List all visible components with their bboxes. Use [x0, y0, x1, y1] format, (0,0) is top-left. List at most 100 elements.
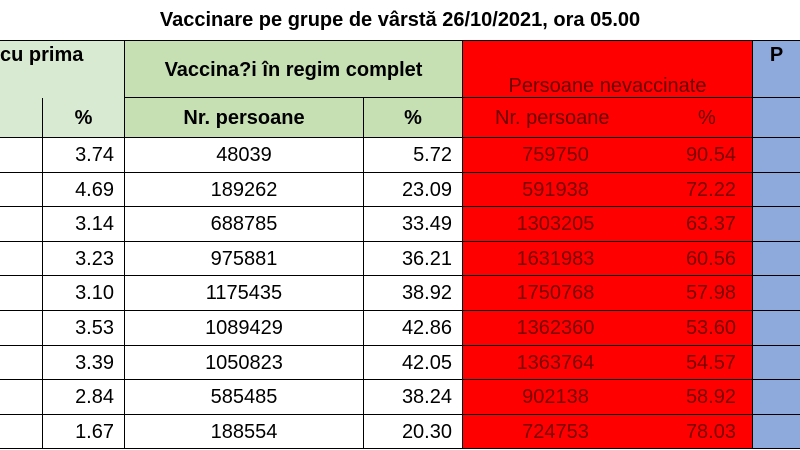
complete-group-label: Vaccina?i în regim complet — [164, 59, 423, 81]
right-group-cell — [753, 380, 800, 415]
complete-pct-header: % — [364, 98, 463, 138]
complete-pct-cell-value: 36.21 — [401, 247, 452, 270]
complete-nr-cell-value: 188554 — [210, 420, 278, 443]
complete-nr-cell: 1175435 — [125, 276, 364, 311]
unvaccinated-pct-value: 54.57 — [685, 351, 736, 374]
complete-nr-cell: 48039 — [125, 138, 364, 173]
unvaccinated-cell: 759750 90.54 — [463, 138, 753, 173]
first-dose-pct-cell-value: 3.14 — [75, 213, 114, 236]
table-title: Vaccinare pe grupe de vârstă 26/10/2021,… — [0, 0, 800, 40]
unvaccinated-cell: 724753 78.03 — [463, 414, 753, 450]
right-group-cell — [753, 207, 800, 242]
first-dose-blank-cell — [0, 311, 43, 346]
unvaccinated-pct-value: 90.54 — [685, 144, 736, 166]
complete-pct-cell: 36.21 — [364, 241, 463, 277]
first-dose-pct-cell: 3.74 — [43, 138, 125, 173]
first-dose-blank-cell — [0, 345, 43, 381]
unvaccinated-nr-value: 724753 — [522, 420, 589, 443]
first-dose-pct-cell: 3.39 — [43, 345, 125, 381]
first-dose-pct-cell: 2.84 — [43, 380, 125, 415]
unvaccinated-pct-value: 60.56 — [685, 247, 736, 270]
right-group-header: P — [753, 40, 800, 98]
right-group-subheader — [753, 98, 800, 138]
complete-pct-cell-value: 42.05 — [401, 351, 452, 374]
complete-nr-cell: 1050823 — [125, 345, 364, 381]
first-dose-pct-cell-value: 3.74 — [75, 144, 114, 166]
complete-nr-cell-value: 585485 — [210, 386, 278, 409]
complete-nr-cell-value: 189262 — [210, 178, 278, 201]
first-dose-pct-cell: 3.23 — [43, 241, 125, 277]
right-group-cell — [753, 276, 800, 311]
first-dose-pct-cell-value: 3.53 — [75, 317, 114, 339]
unvaccinated-pct-value: 53.60 — [685, 317, 736, 339]
first-dose-pct-cell: 3.14 — [43, 207, 125, 242]
unvaccinated-nr-value: 759750 — [522, 144, 589, 166]
complete-nr-cell-value: 1050823 — [205, 351, 283, 374]
right-group-cell — [753, 241, 800, 277]
complete-pct-cell-value: 33.49 — [401, 213, 452, 236]
unvaccinated-nr-value: 902138 — [522, 386, 589, 409]
unvaccinated-cell: 1363764 54.57 — [463, 345, 753, 381]
complete-pct-cell: 23.09 — [364, 172, 463, 208]
complete-nr-cell: 585485 — [125, 380, 364, 415]
complete-pct-cell-value: 38.92 — [401, 282, 452, 305]
complete-nr-cell-value: 1175435 — [205, 282, 283, 305]
unvaccinated-nr-value: 1363764 — [516, 351, 595, 374]
first-dose-pct-cell-value: 2.84 — [75, 386, 114, 409]
complete-pct-cell-value: 38.24 — [401, 386, 452, 409]
first-dose-blank-cell — [0, 241, 43, 277]
first-dose-pct-cell: 1.67 — [43, 414, 125, 450]
complete-nr-cell: 975881 — [125, 241, 364, 277]
unvaccinated-cell: 1631983 60.56 — [463, 241, 753, 277]
first-dose-blank-cell — [0, 276, 43, 311]
first-dose-pct-cell: 3.10 — [43, 276, 125, 311]
complete-pct-cell: 5.72 — [364, 138, 463, 173]
complete-pct-cell-value: 23.09 — [401, 178, 452, 201]
complete-nr-cell: 1089429 — [125, 311, 364, 346]
unvaccinated-group-header: Persoane nevaccinate — [463, 40, 753, 98]
first-dose-pct-cell-value: 4.69 — [75, 178, 114, 201]
first-dose-blank-cell — [0, 380, 43, 415]
unvaccinated-pct-value: 63.37 — [685, 213, 736, 236]
unvaccinated-nr-value: 1303205 — [516, 213, 595, 236]
complete-nr-cell: 189262 — [125, 172, 364, 208]
complete-nr-cell: 688785 — [125, 207, 364, 242]
complete-pct-cell-value: 42.86 — [401, 317, 452, 339]
first-dose-pct-cell: 3.53 — [43, 311, 125, 346]
complete-pct-cell-value: 5.72 — [413, 144, 452, 166]
unvaccinated-nr-header: Nr. persoane — [495, 107, 610, 129]
unvaccinated-cell: 1750768 57.98 — [463, 276, 753, 311]
unvaccinated-nr-value: 1362360 — [516, 317, 595, 339]
first-dose-pct-cell-value: 3.23 — [75, 247, 114, 270]
complete-nr-header: Nr. persoane — [125, 98, 364, 138]
unvaccinated-pct-value: 57.98 — [685, 282, 736, 305]
unvaccinated-cell: 902138 58.92 — [463, 380, 753, 415]
unvaccinated-header-row2: Nr. persoane % — [463, 98, 753, 138]
complete-nr-cell-value: 48039 — [216, 144, 272, 166]
first-dose-blank-cell — [0, 172, 43, 208]
unvaccinated-cell: 1362360 53.60 — [463, 311, 753, 346]
first-dose-pct-cell: 4.69 — [43, 172, 125, 208]
unvaccinated-nr-value: 591938 — [522, 178, 589, 201]
right-group-cell — [753, 138, 800, 173]
first-dose-group-header: cu prima — [0, 40, 125, 106]
complete-pct-cell: 38.92 — [364, 276, 463, 311]
right-group-cell — [753, 345, 800, 381]
unvaccinated-group-label: Persoane nevaccinate — [508, 75, 707, 97]
complete-nr-cell-value: 688785 — [210, 213, 278, 236]
complete-pct-cell: 42.86 — [364, 311, 463, 346]
complete-pct-cell: 20.30 — [364, 414, 463, 450]
right-group-label: P — [769, 44, 784, 66]
complete-nr-cell-value: 1089429 — [205, 317, 283, 339]
complete-pct-cell-value: 20.30 — [401, 420, 452, 443]
first-dose-pct-cell-value: 3.39 — [75, 351, 114, 374]
first-dose-blank-cell — [0, 138, 43, 173]
complete-pct-cell: 33.49 — [364, 207, 463, 242]
first-dose-blank-cell — [0, 207, 43, 242]
unvaccinated-pct-value: 58.92 — [685, 386, 736, 409]
right-group-cell — [753, 414, 800, 450]
first-dose-group-label: cu prima — [0, 44, 84, 66]
unvaccinated-cell: 1303205 63.37 — [463, 207, 753, 242]
complete-pct-cell: 38.24 — [364, 380, 463, 415]
right-group-cell — [753, 311, 800, 346]
